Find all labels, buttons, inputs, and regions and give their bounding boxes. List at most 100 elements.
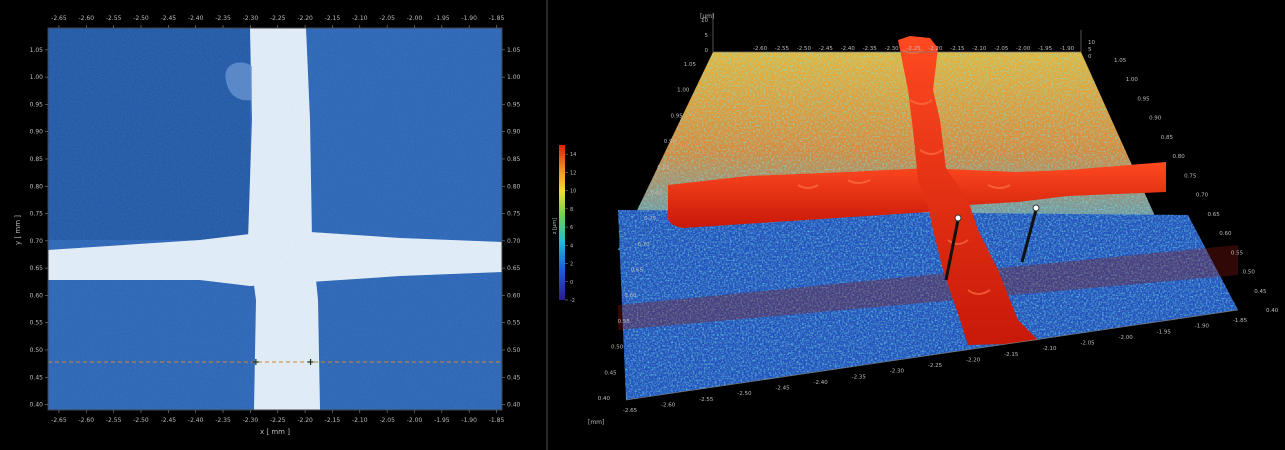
x-tick-label-top: -2.20 <box>297 15 313 22</box>
top-x-ticks-label: -2.30 <box>884 46 899 52</box>
panel-divider[interactable] <box>546 0 548 450</box>
z-unit-label: [µm] <box>700 13 714 20</box>
y-tick-label-right: 0.65 <box>507 265 521 272</box>
y-tick-label-right: 0.85 <box>507 156 521 163</box>
colorbar-tick-label: 0 <box>570 280 573 286</box>
colorbar-tick-label: -2 <box>570 298 575 304</box>
left-y-ticks-label: 0.50 <box>611 345 624 351</box>
x-tick-label-bottom: -2.25 <box>270 417 286 424</box>
optical-2d-plot[interactable]: -2.65 -2.65 -2.60 -2.60 -2.55 -2.55 -2.50 -2.50… <box>0 0 546 450</box>
probe-marker-left <box>954 214 962 222</box>
colorbar <box>559 145 565 300</box>
left-y-ticks-label: 0.85 <box>657 165 670 171</box>
y-tick-label-left: 0.40 <box>30 402 44 409</box>
left-y-ticks-label: 1.05 <box>684 62 697 68</box>
y-tick-label-left: 0.60 <box>30 292 44 299</box>
top-x-ticks-label: -1.90 <box>1060 46 1075 52</box>
left-y-ticks-label: 0.55 <box>618 319 631 325</box>
left-y-ticks-label: 0.65 <box>631 268 644 274</box>
right-y-ticks-label: 0.45 <box>1254 289 1267 295</box>
x-tick-label-top: -2.50 <box>133 15 149 22</box>
top-x-ticks-label: -2.35 <box>863 46 878 52</box>
z-ticks-left-label: 5 <box>705 33 709 39</box>
bottom-x-ticks-label: -2.30 <box>890 369 905 375</box>
left-axis-ticks: -2.65 -2.65 -2.60 -2.60 -2.55 -2.55 -2.50 -2.50… <box>30 15 521 424</box>
bottom-x-ticks-label: -2.55 <box>699 397 714 403</box>
z-ticks-left-label: 0 <box>705 48 709 54</box>
x-tick-label-bottom: -2.30 <box>243 417 259 424</box>
top-x-ticks-label: -2.15 <box>950 46 965 52</box>
right-y-ticks-label: 0.55 <box>1231 250 1244 256</box>
x-tick-label-bottom: -1.90 <box>461 417 477 424</box>
left-y-ticks-label: 0.75 <box>644 216 657 222</box>
y-tick-label-left: 0.80 <box>30 183 44 190</box>
x-tick-label-bottom: -2.10 <box>352 417 368 424</box>
right-y-ticks-label: 0.80 <box>1172 154 1185 160</box>
y-tick-label-left: 0.85 <box>30 156 44 163</box>
top-x-ticks-label: -2.40 <box>841 46 856 52</box>
cross-ridge <box>667 36 1166 345</box>
right-y-ticks-label: 0.65 <box>1208 212 1221 218</box>
y-tick-label-left: 1.00 <box>30 74 44 81</box>
bottom-x-ticks-label: -2.20 <box>966 357 981 363</box>
colorbar-tick-label: 2 <box>570 262 573 268</box>
x-tick-label-top: -2.55 <box>106 15 122 22</box>
colorbar-label: z [µm] <box>552 218 558 234</box>
x-tick-label-bottom: -2.15 <box>325 417 341 424</box>
ridge-vertical <box>898 36 1038 345</box>
y-tick-label-left: 0.65 <box>30 265 44 272</box>
x-tick-label-top: -1.95 <box>434 15 450 22</box>
top-x-ticks-label: -2.00 <box>1016 46 1031 52</box>
y-tick-label-right: 0.50 <box>507 347 521 354</box>
bottom-x-ticks-label: -2.00 <box>1119 335 1134 341</box>
left-y-ticks-label: 0.95 <box>671 113 684 119</box>
bottom-x-ticks-label: -2.35 <box>852 374 867 380</box>
x-tick-label-bottom: -2.65 <box>51 417 67 424</box>
z-ticks-right-label: 5 <box>1088 47 1092 53</box>
bottom-x-ticks-label: -2.05 <box>1080 341 1095 347</box>
surface-3d-view[interactable]: 14 12 10 8 6 4 2 0 -2 z [µm] [µm] [mm] -2.60 -2.5… <box>548 0 1285 450</box>
y-tick-label-left: 0.95 <box>30 101 44 108</box>
bottom-x-ticks-label: -1.95 <box>1157 329 1172 335</box>
cross-texture <box>48 28 502 410</box>
x-tick-label-bottom: -2.55 <box>106 417 122 424</box>
profile-probe-right <box>1020 209 1038 263</box>
top-x-ticks-label: -2.45 <box>819 46 834 52</box>
bottom-x-ticks-label: -2.60 <box>661 402 676 408</box>
x-tick-label-bottom: -2.20 <box>297 417 313 424</box>
z-ticks-right-label: 0 <box>1088 54 1092 60</box>
y-tick-label-left: 0.75 <box>30 211 44 218</box>
x-tick-label-bottom: -2.60 <box>79 417 95 424</box>
x-tick-label-bottom: -2.50 <box>133 417 149 424</box>
profile-plane <box>618 245 1238 330</box>
right-y-ticks-label: 0.50 <box>1243 270 1256 276</box>
x-tick-label-top: -2.10 <box>352 15 368 22</box>
z-ticks-left-label: 10 <box>701 18 708 24</box>
top-x-ticks-label: -2.50 <box>797 46 812 52</box>
x-tick-label-top: -2.30 <box>243 15 259 22</box>
surface-3d-plot[interactable]: 14 12 10 8 6 4 2 0 -2 z [µm] [µm] [mm] -2.60 -2.5… <box>548 0 1285 450</box>
optical-2d-view[interactable]: -2.65 -2.65 -2.60 -2.60 -2.55 -2.55 -2.50 -2.50… <box>0 0 546 450</box>
left-y-ticks-label: 0.90 <box>664 139 677 145</box>
microscope-image <box>48 28 502 410</box>
x-tick-label-top: -2.15 <box>325 15 341 22</box>
y-tick-label-left: 0.45 <box>30 374 44 381</box>
ridge-highlights <box>797 49 1011 295</box>
top-x-ticks-label: -2.25 <box>906 46 921 52</box>
top-x-ticks-label: -1.95 <box>1038 46 1053 52</box>
top-x-ticks-label: -2.10 <box>972 46 987 52</box>
right-y-ticks-label: 0.70 <box>1196 193 1209 199</box>
bottom-x-ticks-label: -2.40 <box>814 380 829 386</box>
x-tick-label-top: -1.90 <box>461 15 477 22</box>
top-x-ticks-label: -2.60 <box>753 46 768 52</box>
x-tick-label-top: -2.45 <box>161 15 177 22</box>
y-tick-label-right: 0.45 <box>507 374 521 381</box>
y-tick-label-left: 0.55 <box>30 320 44 327</box>
x-tick-label-top: -2.60 <box>79 15 95 22</box>
right-y-ticks-label: 0.60 <box>1219 231 1232 237</box>
y-tick-label-right: 0.60 <box>507 292 521 299</box>
z-ticks-right-label: 10 <box>1088 40 1095 46</box>
axis-frame <box>625 14 1239 401</box>
y-tick-label-right: 0.90 <box>507 129 521 136</box>
x-tick-label-top: -2.05 <box>379 15 395 22</box>
